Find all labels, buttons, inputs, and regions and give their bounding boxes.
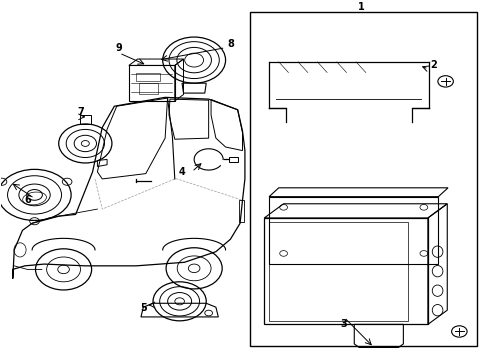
Text: 1: 1 — [357, 2, 363, 12]
Text: 3: 3 — [340, 320, 347, 330]
Text: 9: 9 — [116, 43, 122, 53]
Text: 8: 8 — [227, 39, 233, 49]
Bar — [238, 200, 244, 221]
Text: 5: 5 — [140, 303, 147, 313]
Bar — [136, 72, 160, 81]
Bar — [228, 157, 237, 162]
Bar — [249, 12, 476, 346]
Text: 2: 2 — [429, 60, 436, 70]
Text: 7: 7 — [77, 106, 84, 116]
Text: 6: 6 — [24, 195, 30, 205]
Text: 4: 4 — [178, 167, 185, 177]
Bar — [269, 221, 408, 321]
Bar — [129, 65, 174, 101]
Bar — [138, 83, 158, 94]
